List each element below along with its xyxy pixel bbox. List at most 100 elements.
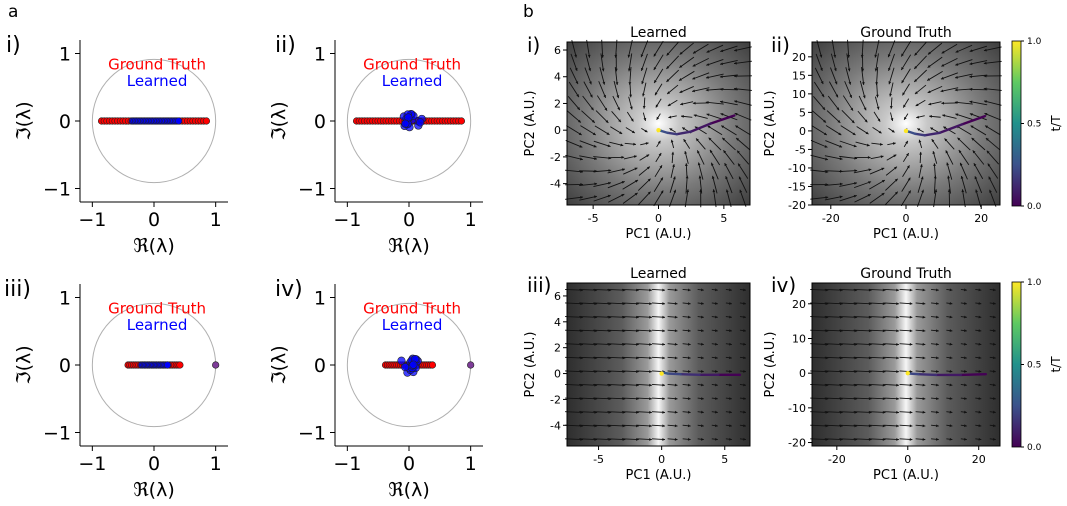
flow-arrow [565, 169, 584, 173]
flow-arrowhead [605, 120, 609, 123]
flow-arrow [706, 59, 724, 66]
flow-arrowhead [882, 438, 886, 441]
plot-title: Learned [630, 25, 687, 41]
flow-arrowhead [636, 438, 639, 441]
flow-arrowhead [589, 81, 592, 85]
flow-arrowhead [865, 131, 869, 135]
legend-ground-truth: Ground Truth [108, 56, 206, 74]
flow-arrowhead [633, 142, 636, 146]
flow-arrowhead [636, 410, 639, 414]
colorbar-tick-label: 0.0 [1027, 202, 1042, 212]
flow-arrow [708, 137, 722, 151]
flow-arrow [593, 384, 612, 386]
flow-arrowhead [662, 438, 666, 441]
flow-arrow [640, 53, 648, 71]
flow-arrowhead [834, 81, 838, 85]
flow-arrowhead [715, 397, 718, 400]
flow-arrowhead [930, 127, 934, 131]
flow-arrowhead [601, 68, 605, 72]
flow-arrow [581, 110, 596, 124]
flow-arrow [853, 356, 872, 359]
flow-arrow [579, 356, 598, 359]
flow-arrow [566, 110, 582, 123]
trajectory-segment [961, 114, 987, 126]
ground-truth-point [176, 361, 184, 369]
flow-arrow [579, 343, 598, 345]
flow-arrow [565, 411, 584, 413]
flow-arrowhead [881, 180, 885, 183]
flow-arrow [811, 125, 828, 136]
flow-arrow [868, 384, 886, 386]
flow-arrowhead [949, 329, 953, 333]
flow-arrowhead [743, 288, 746, 292]
flow-arrowhead [964, 315, 967, 319]
flow-arrowhead [737, 150, 740, 154]
flow-arrow [593, 343, 612, 345]
flow-arrowhead [649, 342, 652, 346]
flow-arrow [734, 112, 752, 121]
flow-arrow [973, 162, 984, 180]
flow-arrowhead [973, 163, 977, 167]
flow-arrow [810, 288, 829, 291]
flow-arrowhead [662, 424, 666, 428]
flow-arrowhead [715, 342, 718, 346]
flow-arrowhead [992, 302, 996, 305]
flow-arrowhead [687, 315, 691, 319]
x-tick-label: -20 [828, 453, 846, 466]
x-tick-label: −1 [333, 209, 361, 231]
flow-arrow [594, 125, 610, 136]
flow-arrow [840, 125, 856, 136]
flow-arrowhead [909, 342, 913, 346]
flow-arrowhead [743, 369, 746, 373]
flow-arrowhead [729, 437, 732, 441]
flow-arrowhead [666, 79, 670, 82]
flow-arrowhead [649, 424, 652, 428]
flow-arrowhead [983, 48, 987, 52]
flow-arrowhead [674, 288, 678, 292]
flow-arrowhead [700, 342, 704, 346]
flow-arrow [954, 101, 973, 105]
y-tick-label: 1 [314, 44, 326, 66]
flow-arrowhead [941, 63, 945, 67]
flow-arrow [853, 168, 872, 174]
flow-arrow [692, 43, 709, 54]
flow-arrow [735, 125, 751, 136]
flow-arrowhead [674, 437, 678, 441]
flow-arrowhead [983, 74, 987, 78]
flow-arrow [593, 424, 612, 427]
flow-arrowhead [706, 75, 709, 79]
flow-arrow [875, 53, 879, 72]
flow-arrowhead [574, 54, 578, 58]
flow-arrowhead [896, 383, 899, 387]
flow-arrowhead [876, 106, 880, 110]
flow-arrow [810, 343, 829, 345]
flow-arrowhead [734, 112, 738, 116]
flow-arrow [885, 191, 899, 206]
flow-arrow [839, 316, 858, 318]
flow-arrowhead [645, 142, 649, 145]
flow-arrowhead [636, 383, 639, 387]
flow-arrowhead [729, 410, 732, 414]
flow-arrow [653, 68, 664, 84]
flow-arrowhead [706, 113, 710, 117]
flow-arrowhead [820, 81, 824, 85]
flow-arrowhead [673, 189, 677, 193]
y-tick-label: 5 [799, 106, 806, 119]
flow-arrowhead [882, 356, 886, 360]
flow-arrowhead [715, 288, 718, 292]
flow-arrowhead [835, 94, 839, 98]
flow-arrowhead [904, 116, 907, 120]
flow-arrowhead [978, 356, 982, 360]
x-axis-label: ℜ(λ) [133, 479, 175, 501]
flow-arrowhead [647, 178, 651, 182]
flow-arrowhead [602, 81, 606, 85]
flow-arrow [579, 329, 598, 332]
flow-arrowhead [684, 163, 688, 166]
flow-field-plot-ii: Ground Truth ii) -20 0 20 20 15 10 5 0 -5 -10 -15 -20… [763, 25, 1063, 242]
flow-arrowhead [932, 151, 936, 155]
flow-arrowhead [720, 62, 723, 66]
flow-arrow [945, 150, 954, 165]
flow-arrowhead [674, 356, 678, 360]
flow-arrow [706, 44, 724, 53]
